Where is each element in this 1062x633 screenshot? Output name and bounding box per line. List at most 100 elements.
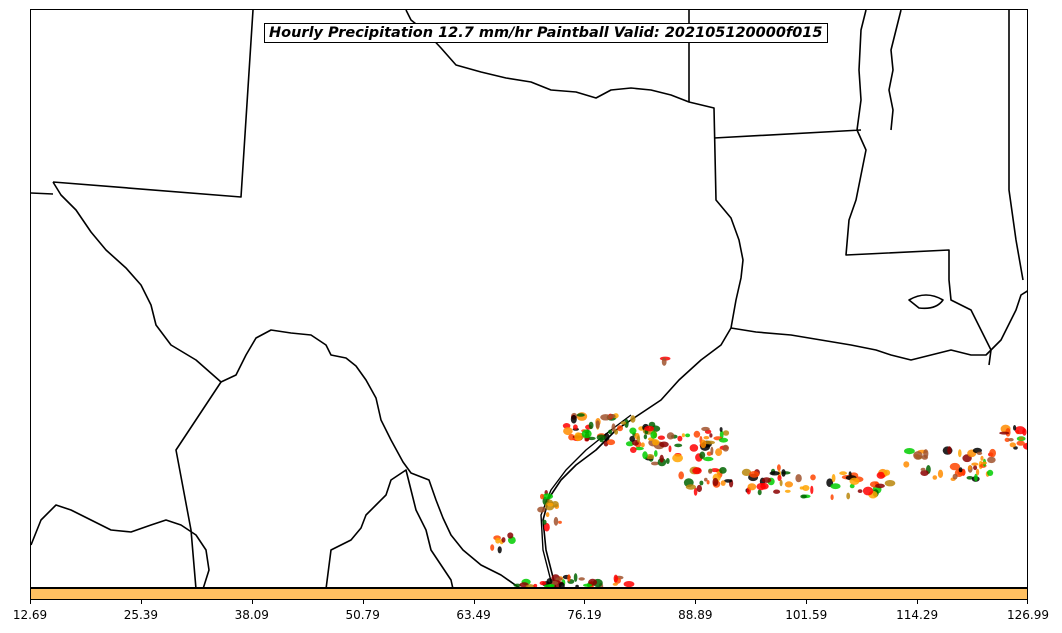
precip-blob (980, 455, 984, 461)
colorbar-tick-label: 38.09 (234, 608, 269, 622)
precip-blob (642, 451, 648, 460)
precipitation-paintballs (490, 356, 1027, 587)
precip-blob (581, 429, 592, 439)
precip-blob (903, 461, 910, 468)
colorbar-tick (473, 600, 475, 604)
lake-pontchartrain (908, 294, 944, 310)
precip-blob (612, 582, 618, 586)
precip-blob (1018, 436, 1024, 440)
colorbar-tick (917, 600, 919, 604)
precip-blob (665, 458, 670, 464)
texas-border (52, 10, 744, 587)
precip-blob (507, 532, 514, 539)
precip-blob (875, 483, 885, 489)
colorbar-tick-label: 63.49 (456, 608, 491, 622)
precip-blob (672, 453, 683, 463)
precip-blob (659, 441, 669, 448)
precip-blob (749, 471, 760, 478)
precip-blob (689, 444, 699, 452)
precip-blob (613, 574, 618, 583)
precip-blob (573, 573, 578, 582)
precip-blob (629, 435, 635, 442)
precip-blob (693, 487, 698, 496)
colorbar-tick (362, 600, 364, 604)
precip-blob (685, 433, 691, 438)
colorbar-tick-label: 126.99 (1007, 608, 1049, 622)
precip-blob (967, 465, 972, 471)
precip-blob (1009, 442, 1016, 448)
precip-blob (876, 471, 886, 479)
precip-blob (987, 456, 996, 464)
precip-blob (712, 477, 719, 487)
precip-blob (784, 481, 794, 488)
precip-blob (952, 473, 958, 480)
precip-blob (710, 468, 720, 473)
precip-blob (685, 484, 697, 490)
precip-blob (643, 434, 648, 440)
precip-blob (636, 435, 641, 443)
precip-blob (810, 474, 816, 481)
precip-blob (704, 477, 708, 482)
precip-blob (547, 502, 554, 507)
precip-blob (634, 446, 644, 451)
colorbar-tick-label: 101.59 (785, 608, 828, 622)
precip-blob (542, 519, 547, 525)
precip-blob (949, 462, 961, 471)
map-canvas (31, 10, 1027, 587)
precip-blob (761, 477, 772, 483)
precip-blob (800, 494, 807, 499)
precip-blob (920, 470, 929, 476)
arkansas-border (713, 10, 992, 366)
precip-blob (553, 516, 559, 526)
precip-blob (947, 446, 952, 455)
precip-blob (575, 584, 579, 587)
precip-blob (706, 480, 710, 485)
precip-blob (659, 454, 664, 463)
precip-blob (657, 435, 666, 440)
precip-blob (769, 471, 780, 476)
precip-blob (490, 544, 495, 551)
mississippi-border (888, 10, 1024, 281)
precip-blob (799, 486, 804, 490)
precip-blob (558, 520, 562, 524)
precip-blob (795, 474, 802, 483)
precip-blob (757, 489, 762, 496)
precip-blob (976, 451, 983, 455)
precip-blob (681, 433, 686, 438)
precip-blob (551, 501, 559, 508)
precip-blob (609, 414, 616, 419)
precip-blob (654, 450, 658, 457)
precip-blob (624, 418, 629, 428)
precip-blob (913, 451, 923, 460)
precip-blob (539, 581, 547, 586)
precip-blob (976, 468, 980, 476)
precip-blob (781, 469, 786, 477)
precip-blob (747, 483, 757, 491)
precip-blob (677, 435, 683, 442)
precip-blob (650, 431, 657, 439)
precip-blob (974, 473, 978, 482)
colorbar (30, 588, 1028, 600)
precip-blob (966, 476, 974, 480)
precip-blob (723, 479, 733, 483)
precip-blob (693, 430, 701, 438)
precip-blob (831, 474, 836, 483)
precip-blob (599, 437, 604, 443)
colorbar-tick-label: 76.19 (567, 608, 602, 622)
precip-blob (989, 448, 996, 458)
precip-blob (720, 480, 726, 486)
precip-blob (700, 439, 707, 449)
precip-blob (570, 414, 577, 424)
colorbar-tick (695, 600, 697, 604)
precip-blob (937, 469, 944, 478)
precip-blob (810, 485, 814, 495)
colorbar-tick-label: 114.29 (896, 608, 939, 622)
precip-blob (576, 413, 585, 417)
precip-blob (646, 454, 655, 460)
precip-blob (606, 439, 616, 446)
precip-blob (573, 424, 578, 430)
precip-blob (537, 506, 546, 513)
precip-blob (1016, 440, 1025, 446)
precip-blob (862, 486, 874, 496)
map-title: Hourly Precipitation 12.7 mm/hr Paintbal… (264, 23, 828, 43)
